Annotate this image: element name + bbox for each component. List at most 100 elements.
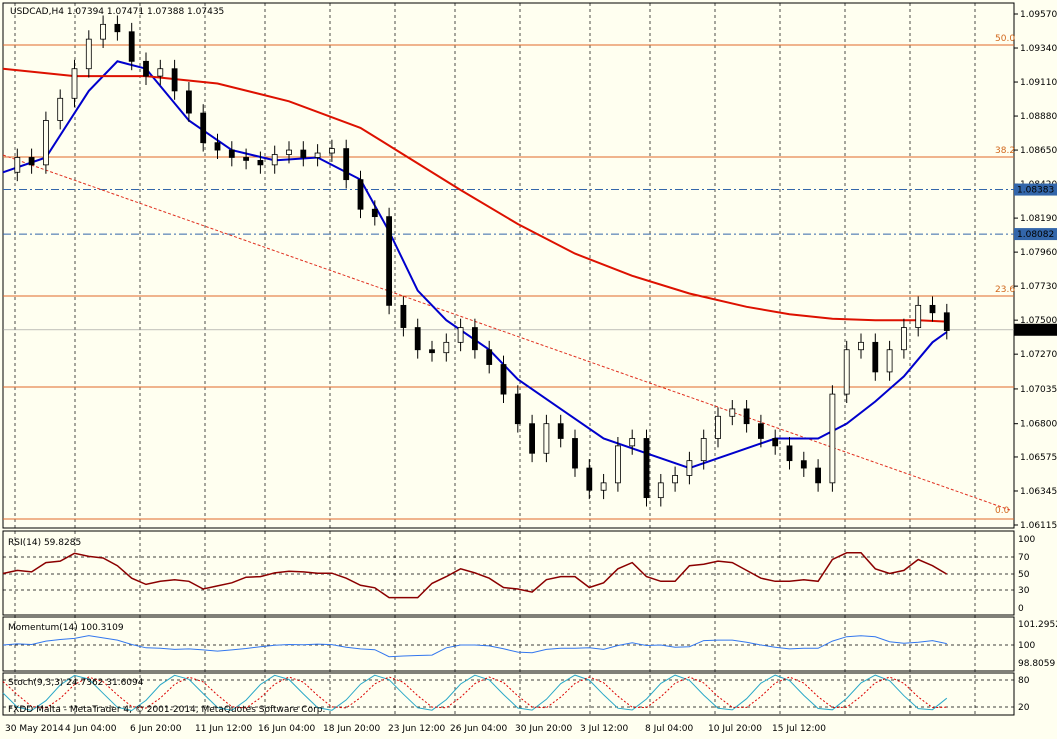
time-tick-label: 11 Jun 12:00 bbox=[195, 724, 252, 734]
trend-line bbox=[2, 154, 1011, 511]
candle-body bbox=[214, 142, 221, 151]
candle-body bbox=[429, 349, 435, 354]
candle-body bbox=[772, 438, 779, 447]
current-price-box bbox=[1014, 323, 1057, 336]
rsi-level-label: 30 bbox=[1018, 586, 1030, 596]
candle-body bbox=[343, 148, 350, 181]
main-pane[interactable] bbox=[2, 2, 1015, 529]
candle-body bbox=[929, 304, 936, 314]
price-tick-label: 1.09570 bbox=[1020, 10, 1057, 20]
stoch-level-label: 80 bbox=[1018, 676, 1030, 686]
candle-body bbox=[314, 152, 321, 158]
price-tick-label: 1.07960 bbox=[1020, 248, 1057, 258]
stoch-level-label: 20 bbox=[1018, 703, 1030, 713]
level-price-box bbox=[1014, 183, 1057, 196]
price-tick-label: 1.06800 bbox=[1020, 420, 1057, 430]
candle-body bbox=[600, 482, 607, 491]
candle-body bbox=[128, 31, 135, 62]
candle-body bbox=[185, 90, 192, 114]
momentum-level-label: 100 bbox=[1018, 641, 1035, 651]
candle-body bbox=[815, 467, 821, 484]
symbol-label: USDCAD,H4 1.07394 1.07471 1.07388 1.0743… bbox=[10, 7, 224, 17]
price-tick-label: 1.06575 bbox=[1020, 453, 1057, 463]
candle-body bbox=[257, 160, 264, 166]
candle-body bbox=[471, 327, 478, 351]
candle-body bbox=[858, 341, 864, 351]
price-tick-label: 1.09340 bbox=[1020, 44, 1057, 54]
rsi-level-label: 0 bbox=[1018, 604, 1024, 614]
price-tick-label: 1.08880 bbox=[1020, 112, 1057, 122]
candle-body bbox=[457, 327, 464, 343]
fib-level-label: 0.0 bbox=[995, 506, 1010, 516]
trend-line-layer bbox=[2, 154, 1011, 511]
candle-body bbox=[386, 216, 393, 306]
candle-body bbox=[700, 438, 707, 462]
price-series bbox=[14, 15, 950, 507]
candle-body bbox=[157, 68, 164, 77]
candle-body bbox=[171, 68, 178, 92]
candle-body bbox=[85, 38, 92, 70]
momentum-level-label: 101.2952 bbox=[1018, 620, 1057, 630]
candle-body bbox=[557, 423, 564, 439]
rsi-level-label: 50 bbox=[1018, 570, 1030, 580]
price-tick-label: 1.07500 bbox=[1020, 316, 1057, 326]
candle-body bbox=[872, 341, 879, 373]
level-price-label: 1.08383 bbox=[1017, 186, 1054, 196]
momentum-pane[interactable] bbox=[2, 616, 1015, 672]
momentum-label: Momentum(14) 100.3109 bbox=[8, 623, 124, 633]
candle-body bbox=[500, 364, 507, 395]
candle-body bbox=[915, 304, 922, 328]
candle-body bbox=[100, 23, 106, 40]
time-tick-label: 30 Jun 20:00 bbox=[515, 724, 572, 734]
candle-body bbox=[786, 445, 793, 462]
candle-body bbox=[672, 475, 678, 484]
rsi-line bbox=[2, 552, 948, 599]
candle-body bbox=[572, 438, 578, 469]
candle-body bbox=[400, 304, 407, 328]
candle-body bbox=[529, 423, 535, 454]
indicator-lines bbox=[2, 552, 1014, 712]
level-price-label: 1.08082 bbox=[1017, 230, 1054, 240]
fib-level-label: 38.2 bbox=[995, 146, 1015, 156]
candle-body bbox=[715, 415, 721, 439]
momentum-level-label: 98.8059 bbox=[1018, 659, 1055, 669]
candle-body bbox=[200, 112, 207, 144]
candle-body bbox=[514, 393, 521, 425]
current-price-label: 1.07435 bbox=[1017, 326, 1054, 336]
candle-body bbox=[543, 423, 550, 454]
price-tick-label: 1.09110 bbox=[1020, 78, 1057, 88]
time-tick-label: 26 Jun 04:00 bbox=[450, 724, 507, 734]
candle-body bbox=[758, 423, 764, 439]
candle-body bbox=[843, 349, 850, 395]
candle-body bbox=[371, 208, 378, 218]
fib-level-label: 50.0 bbox=[995, 34, 1015, 44]
footer-copyright: FXDD Malta - MetaTrader 4, © 2001-2014, … bbox=[8, 705, 325, 715]
time-tick-label: 18 Jun 20:00 bbox=[323, 724, 380, 734]
price-tick-label: 1.07035 bbox=[1020, 385, 1057, 395]
ma-slow-line bbox=[2, 67, 947, 323]
candle-body bbox=[800, 460, 807, 469]
stoch-signal-line bbox=[2, 676, 947, 709]
candle-body bbox=[43, 120, 49, 166]
fib-level-label: 23.6 bbox=[995, 285, 1015, 295]
stoch-label: Stoch(9,3,3) 24.7362 31.6094 bbox=[8, 678, 144, 688]
candle-body bbox=[829, 393, 836, 484]
rsi-label: RSI(14) 59.8285 bbox=[8, 538, 81, 548]
time-axis: 30 May 2014 4 Jun 04:00 6 Jun 20:00 11 Jun … bbox=[5, 724, 826, 734]
candle-body bbox=[729, 408, 736, 417]
rsi-level-label: 100 bbox=[1018, 535, 1035, 545]
time-tick-label: 15 Jul 12:00 bbox=[772, 724, 826, 734]
price-tick-label: 1.07270 bbox=[1020, 350, 1057, 360]
candle-body bbox=[114, 23, 121, 33]
candle-body bbox=[643, 438, 650, 499]
momentum-line bbox=[2, 635, 947, 658]
time-tick-label: 3 Jul 12:00 bbox=[580, 724, 629, 734]
level-price-box bbox=[1014, 228, 1057, 241]
time-tick-label: 23 Jun 12:00 bbox=[388, 724, 445, 734]
time-tick-label: 30 May 2014 bbox=[5, 724, 64, 734]
time-tick-label: 6 Jun 20:00 bbox=[130, 724, 182, 734]
candle-body bbox=[57, 97, 64, 121]
stoch-pane[interactable] bbox=[2, 672, 1015, 716]
